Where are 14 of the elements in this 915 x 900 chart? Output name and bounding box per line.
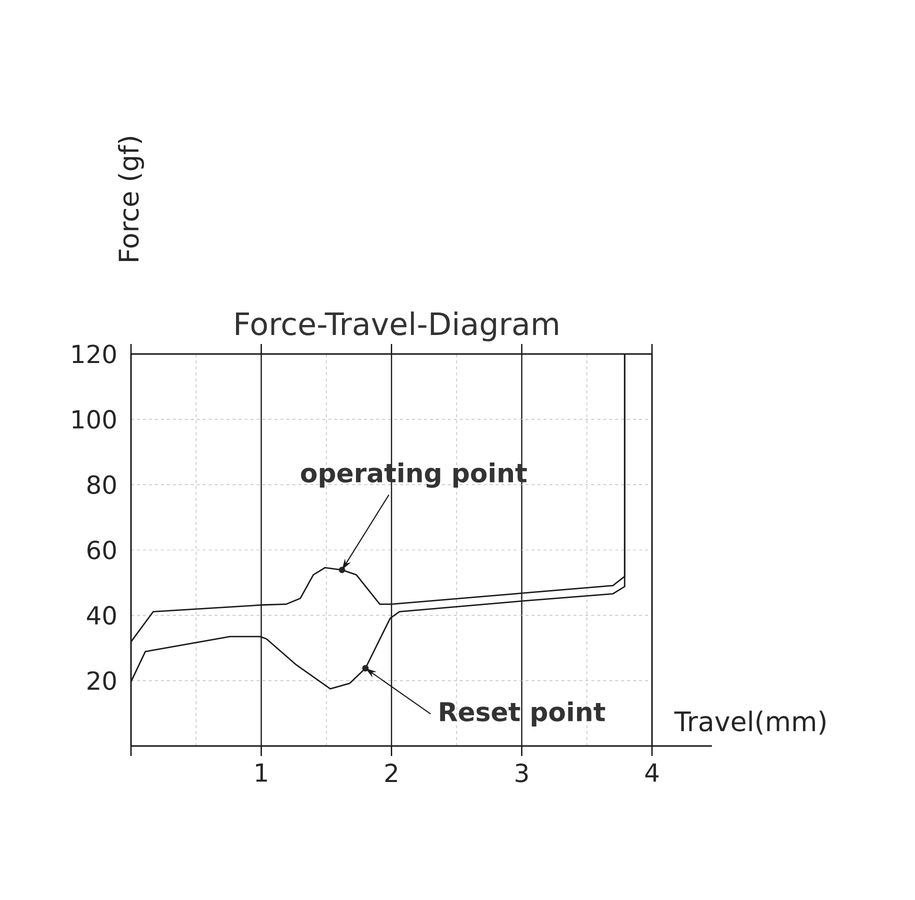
y-tick-label: 100 [72,410,116,429]
x-axis-title: Travel(mm) [674,710,826,735]
y-tick-label: 120 [72,344,116,364]
y-tick-label: 40 [87,606,116,625]
annotation: Reset point [440,701,606,727]
y-axis-title: Force (gf) [118,137,144,261]
chart-title: Force-Travel-Diagram [236,312,558,342]
x-tick-label: 4 [645,764,659,782]
x-tick-label: 1 [256,764,267,782]
x-tick-label: 2 [385,764,397,782]
y-tick-label: 80 [87,475,116,494]
y-tick-label: 60 [88,540,116,560]
x-tick-label: 3 [516,764,528,782]
y-tick-label: 20 [88,671,116,690]
